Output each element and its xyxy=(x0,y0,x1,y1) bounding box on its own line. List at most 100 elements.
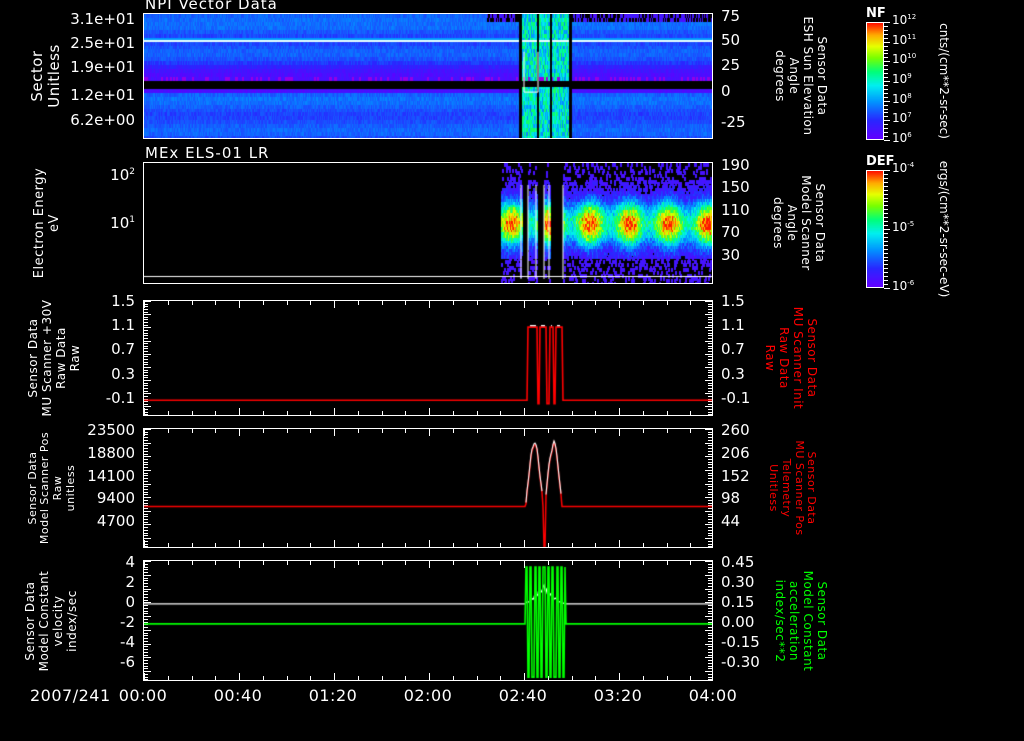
y-tick-label-left: -4 xyxy=(120,632,135,651)
colorbar-minor-tick xyxy=(884,288,888,289)
y-tick-label-right: 0 xyxy=(721,81,731,100)
colorbar-tick-label: 107 xyxy=(892,111,912,126)
colorbar-tick-label: 106 xyxy=(892,131,912,145)
x-tick-label: 01:20 xyxy=(308,686,358,705)
y-tick-label-left: 4 xyxy=(125,553,135,572)
y-tick-label-right: 1.5 xyxy=(721,292,745,311)
colorbar-minor-tick xyxy=(884,268,888,270)
colorbar-minor-tick xyxy=(884,136,888,138)
y-tick-label-left: 0.7 xyxy=(111,340,135,359)
trace-model-scanner-pos-raw xyxy=(144,429,712,547)
date-label: 2007/241 xyxy=(30,686,111,705)
colorbar-minor-tick xyxy=(884,81,888,82)
colorbar-minor-tick xyxy=(884,209,888,211)
colorbar-tick-label: 1012 xyxy=(892,13,917,27)
colorbar-minor-tick xyxy=(884,217,888,219)
colorbar-minor-tick xyxy=(884,189,888,191)
y-tick-label-left: 4700 xyxy=(96,511,135,530)
colorbar-title-def: DEF xyxy=(866,154,895,169)
colorbar-minor-tick xyxy=(884,256,888,258)
colorbar-minor-tick xyxy=(884,284,888,286)
colorbar-minor-tick xyxy=(884,100,888,102)
colorbar-minor-tick xyxy=(884,232,888,234)
y-tick-label-left: 2.5e+01 xyxy=(70,33,135,52)
colorbar-minor-tick xyxy=(884,65,888,67)
y-tick-label-left: -2 xyxy=(120,612,135,631)
colorbar-minor-tick xyxy=(884,236,888,238)
panel-mu-scanner-30v-raw xyxy=(143,300,713,416)
x-tick-label: 04:00 xyxy=(688,686,738,705)
colorbar-tick-label: 108 xyxy=(892,91,912,106)
y-tick-label-right: 0.00 xyxy=(721,612,755,631)
x-tick-label: 03:20 xyxy=(593,686,643,705)
y-tick-label-left: -6 xyxy=(120,652,135,671)
colorbar-minor-tick xyxy=(884,108,888,110)
colorbar-minor-tick xyxy=(884,22,888,23)
y-tick-label-right: -0.1 xyxy=(721,389,751,408)
colorbar-tick-label: 1011 xyxy=(892,32,917,47)
colorbar-gradient xyxy=(867,23,883,139)
colorbar-minor-tick xyxy=(884,128,888,130)
colorbar-minor-tick xyxy=(884,41,888,43)
axis-label-left-npi-vector-data-text: Sector Unitless xyxy=(27,44,63,108)
panel-model-constant-velocity xyxy=(143,560,713,681)
colorbar-minor-tick xyxy=(884,120,888,122)
y-tick-label-right: 0.15 xyxy=(721,592,755,611)
panel-mex-els-01-lr xyxy=(143,162,713,284)
colorbar-nf xyxy=(866,22,884,140)
colorbar-minor-tick xyxy=(884,248,888,250)
colorbar-unit-def: ergs/(cm**2-sr-sec-eV) xyxy=(934,129,954,329)
colorbar-minor-tick xyxy=(884,197,888,199)
y-tick-label-right: 150 xyxy=(721,178,750,197)
colorbar-minor-tick xyxy=(884,260,888,262)
colorbar-minor-tick xyxy=(884,264,888,266)
colorbar-minor-tick xyxy=(884,45,888,47)
colorbar-minor-tick xyxy=(884,53,888,55)
plot-canvas: NPI Vector Data MEx ELS-01 LR 3.1e+01 2.5e+… xyxy=(23,0,954,705)
panel-title-npi-vector-data: NPI Vector Data xyxy=(145,0,278,13)
y-tick-label-left: 18800 xyxy=(87,443,135,462)
x-tick-label: 02:40 xyxy=(498,686,548,705)
colorbar-minor-tick xyxy=(884,280,888,282)
colorbar-minor-tick xyxy=(884,177,888,179)
y-tick-label-left: 1.5 xyxy=(111,292,135,311)
y-tick-label-left: -0.1 xyxy=(105,389,135,408)
colorbar-tick-label: 109 xyxy=(892,72,912,86)
y-tick-label-left: 0.3 xyxy=(111,364,135,383)
panel-model-scanner-pos-raw xyxy=(143,428,713,548)
colorbar-minor-tick xyxy=(884,104,888,106)
colorbar-minor-tick xyxy=(884,29,888,31)
y-tick-label-right: -25 xyxy=(721,113,746,132)
colorbar-minor-tick xyxy=(884,69,888,71)
colorbar-minor-tick xyxy=(884,181,888,183)
colorbar-minor-tick xyxy=(884,185,888,187)
colorbar-def xyxy=(866,170,884,288)
y-tick-label-right: 0.7 xyxy=(721,340,745,359)
y-tick-label-right: 25 xyxy=(721,55,741,74)
colorbar-minor-tick xyxy=(884,272,888,274)
colorbar-title-nf: NF xyxy=(866,6,886,21)
colorbar-unit-text: ergs/(cm**2-sr-sec-eV) xyxy=(937,160,952,298)
y-tick-label-left: 1.2e+01 xyxy=(70,85,135,104)
colorbar-minor-tick xyxy=(884,88,888,90)
colorbar-minor-tick xyxy=(884,77,888,79)
colorbar-tick-label: 1010 xyxy=(892,52,917,67)
trace-model-constant-velocity xyxy=(144,561,712,680)
y-tick-label-left: 23500 xyxy=(87,421,135,439)
y-tick-label-right: 0.30 xyxy=(721,572,755,591)
y-tick-label-left: 14100 xyxy=(87,466,135,485)
y-tick-label-left: 102 xyxy=(110,165,135,184)
y-tick-label-left: 9400 xyxy=(96,488,135,507)
x-tick-label: 02:00 xyxy=(403,686,453,705)
colorbar-unit-text: cnts/(cm**2-sr-sec) xyxy=(937,23,952,139)
colorbar-minor-tick xyxy=(884,229,888,230)
colorbar-minor-tick xyxy=(884,225,888,227)
panel-title-mex-els-01-lr: MEx ELS-01 LR xyxy=(145,144,270,162)
colorbar-minor-tick xyxy=(884,240,888,242)
colorbar-minor-tick xyxy=(884,140,888,141)
y-tick-label-left: 1.9e+01 xyxy=(70,58,135,77)
colorbar-minor-tick xyxy=(884,116,888,118)
colorbar-tick-label: 10-4 xyxy=(892,161,915,175)
trace-mu-scanner-30v-raw xyxy=(144,301,712,415)
colorbar-minor-tick xyxy=(884,124,888,126)
